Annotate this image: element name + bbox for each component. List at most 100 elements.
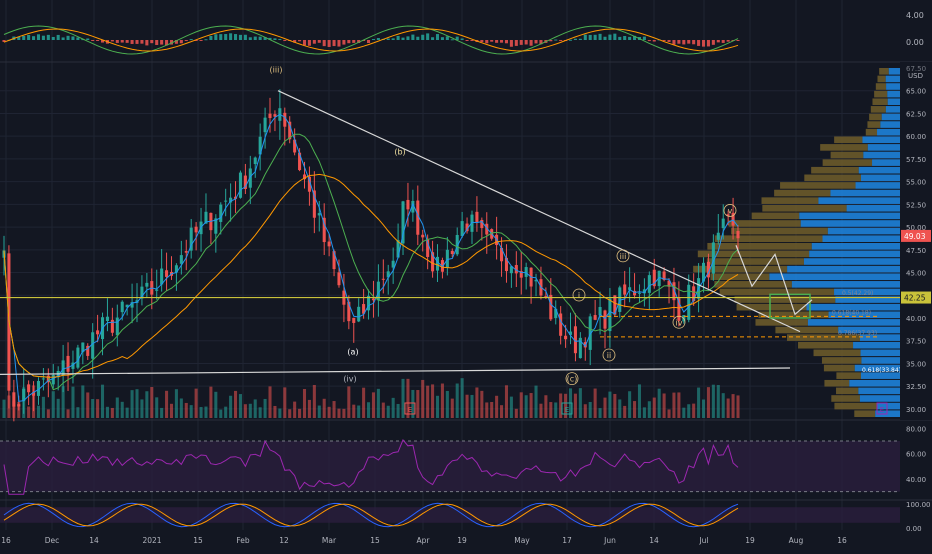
current-price-label: 49.03 xyxy=(904,232,926,241)
price-axis[interactable]: 65.00 62.50 60.00 57.50 55.00 52.50 50.00 47.50… xyxy=(900,62,932,420)
moving-average-line xyxy=(3,113,739,402)
volume-bar xyxy=(495,395,499,418)
volume-profile-bar xyxy=(834,136,863,144)
volume-profile-bar xyxy=(885,106,900,113)
volume-bar xyxy=(165,390,169,418)
candle-body xyxy=(317,213,321,216)
volume-profile-bar xyxy=(811,166,859,174)
trendline-support xyxy=(0,367,791,375)
volume-bar xyxy=(564,393,568,418)
volume-bar xyxy=(27,406,31,418)
candle-body xyxy=(613,295,617,315)
macd-histogram-bar xyxy=(184,40,188,41)
candle-body xyxy=(327,241,331,247)
macd-histogram-bar xyxy=(273,38,277,40)
candle-body xyxy=(253,157,257,165)
macd-histogram-bar xyxy=(312,40,316,44)
candle-body xyxy=(618,287,622,312)
macd-histogram-bar xyxy=(327,40,331,47)
macd-histogram-bar xyxy=(736,40,740,41)
volume-profile-bar xyxy=(707,243,812,250)
time-axis[interactable]: 16 Dec 14 2021 15 Feb 12 Mar 15 Apr 19 May 17 Jun 14 Ju… xyxy=(1,536,847,545)
candle-body xyxy=(27,384,31,393)
candle-body xyxy=(524,267,528,277)
macd-histogram-bar xyxy=(701,40,706,47)
candle-body xyxy=(687,284,691,320)
volume-bar xyxy=(588,402,592,418)
candle-body xyxy=(293,139,297,153)
macd-histogram-bar xyxy=(440,37,444,40)
wave-label: (b) xyxy=(394,147,405,156)
candle-body xyxy=(519,271,523,278)
rsi-tick: 60.00 xyxy=(906,451,926,459)
candle-body xyxy=(130,302,134,308)
volume-bar xyxy=(509,396,513,418)
volume-profile-bar xyxy=(874,90,888,98)
volume-bar xyxy=(657,388,661,418)
volume-bar xyxy=(347,386,351,418)
volume-bar xyxy=(105,406,109,418)
volume-bar xyxy=(401,378,405,418)
volume-profile-bar xyxy=(821,357,862,364)
volume-bar xyxy=(652,397,656,418)
macd-histogram-bar xyxy=(500,40,504,43)
volume-bar xyxy=(578,388,582,418)
volume-bar xyxy=(234,390,238,418)
projection-path xyxy=(735,245,813,316)
volume-profile-bar xyxy=(887,90,900,98)
candle-body xyxy=(86,345,90,356)
macd-histogram-bar xyxy=(342,40,346,45)
volume-profile-bar xyxy=(862,136,900,144)
macd-histogram-bar xyxy=(298,40,302,42)
price-tick-top: 67.50 xyxy=(906,65,926,73)
candle-body xyxy=(125,304,129,308)
volume-bar xyxy=(396,403,400,418)
volume-bar xyxy=(642,407,646,418)
volume-bar xyxy=(81,385,85,418)
candle-body xyxy=(376,281,380,301)
macd-histogram-bar xyxy=(593,34,597,40)
candle-body xyxy=(637,292,642,294)
volume-bar xyxy=(391,397,395,418)
volume-bar xyxy=(337,408,341,418)
macd-histogram-bar xyxy=(416,36,420,40)
volume-bar xyxy=(258,407,262,418)
macd-panel[interactable] xyxy=(2,25,740,55)
volume-bar xyxy=(485,402,489,418)
rsi-panel[interactable]: 80.00 60.00 40.00 xyxy=(0,425,926,495)
volume-bar xyxy=(544,395,548,418)
volume-bar xyxy=(100,384,105,418)
macd-histogram-bar xyxy=(692,40,696,45)
volume-bar xyxy=(534,385,538,418)
volume-profile-bar xyxy=(888,68,900,75)
macd-histogram-bar xyxy=(396,35,400,40)
volume-bar xyxy=(322,398,326,418)
volume-profile-bar xyxy=(769,273,900,281)
macd-histogram-bar xyxy=(386,38,390,40)
volume-profile-bar xyxy=(736,303,807,311)
volume-bar xyxy=(465,394,469,418)
candle-body xyxy=(578,337,582,359)
level-price-tag xyxy=(901,291,931,304)
drawings-layer[interactable]: 0.5(42.29) 0.618(40.18) 0.786(37.93) 0.618(… xyxy=(0,90,901,375)
candle-body xyxy=(105,316,109,322)
candle-body xyxy=(12,392,16,407)
volume-bar xyxy=(623,405,627,418)
time-tick: 15 xyxy=(370,536,380,545)
macd-histogram-bar xyxy=(229,33,233,40)
volume-bar xyxy=(61,386,65,418)
candle-body xyxy=(386,271,390,278)
volume-bar xyxy=(421,379,425,418)
volume-bar xyxy=(475,387,479,418)
volume-bar xyxy=(637,384,642,418)
macd-histogram-bar xyxy=(573,38,577,40)
wave-label-circle xyxy=(565,372,579,386)
volume-profile-bar xyxy=(807,319,900,326)
stoch-panel[interactable]: 100.00 0.00 xyxy=(0,501,931,533)
macd-histogram-bar xyxy=(435,34,440,40)
volume-profile-bar xyxy=(719,288,835,296)
macd-histogram-bar xyxy=(125,40,129,43)
candle-body xyxy=(406,199,410,210)
volume-profile-bar xyxy=(791,281,900,288)
